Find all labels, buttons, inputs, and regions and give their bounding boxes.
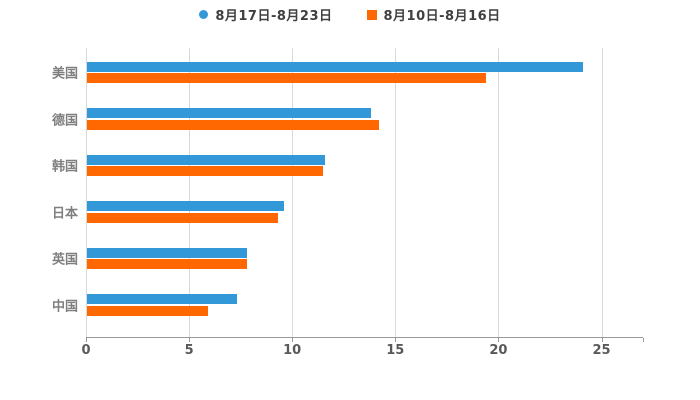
bar-s1-c4 <box>87 247 247 258</box>
legend-item-series1[interactable]: 8月17日-8月23日 <box>199 5 332 24</box>
gridline <box>189 48 191 337</box>
x-tick-label: 10 <box>283 343 302 358</box>
x-axis-tick <box>189 338 191 342</box>
series1-circle-marker-icon <box>199 10 209 19</box>
series2-square-marker-icon <box>366 9 377 20</box>
bar-s2-c2 <box>87 166 324 176</box>
x-axis-tick <box>601 338 603 342</box>
gridline <box>395 48 397 337</box>
x-tick-label: 20 <box>489 343 508 358</box>
bar-s1-c1 <box>87 108 371 118</box>
bar-s2-c1 <box>87 119 379 130</box>
category-label-4: 英国 <box>51 252 78 268</box>
category-label-2: 韩国 <box>51 159 78 175</box>
bar-s1-c2 <box>87 154 326 165</box>
x-axis-tick <box>498 338 500 342</box>
legend-label-series1: 8月17日-8月23日 <box>215 9 333 24</box>
bar-s2-c0 <box>87 73 487 83</box>
category-label-0: 美国 <box>51 66 78 82</box>
bar-s2-c3 <box>87 212 278 223</box>
gridline <box>498 48 500 337</box>
x-axis-tick <box>395 338 397 342</box>
legend-label-series2: 8月10日-8月16日 <box>383 9 501 24</box>
bar-s1-c3 <box>87 201 284 211</box>
gridline <box>292 48 294 337</box>
x-tick-label: 5 <box>184 343 194 358</box>
category-label-3: 日本 <box>51 206 78 222</box>
legend-item-series2[interactable]: 8月10日-8月16日 <box>366 5 501 24</box>
bar-s1-c5 <box>87 294 237 304</box>
x-tick-label: 15 <box>386 343 405 358</box>
bar-s2-c5 <box>87 305 208 316</box>
x-axis-tick <box>642 338 644 342</box>
x-tick-label: 0 <box>81 343 91 358</box>
category-label-1: 德国 <box>51 113 78 129</box>
x-axis-tick <box>292 338 294 342</box>
y-axis-line <box>86 48 87 337</box>
bar-s1-c0 <box>87 61 583 72</box>
category-label-5: 中国 <box>51 299 78 315</box>
legend: 8月17日-8月23日 8月10日-8月16日 <box>0 5 700 24</box>
x-axis-tick <box>86 338 87 342</box>
gridline <box>601 48 603 337</box>
x-axis-line <box>86 337 643 338</box>
bar-s2-c4 <box>87 259 247 269</box>
x-tick-label: 25 <box>592 343 611 358</box>
